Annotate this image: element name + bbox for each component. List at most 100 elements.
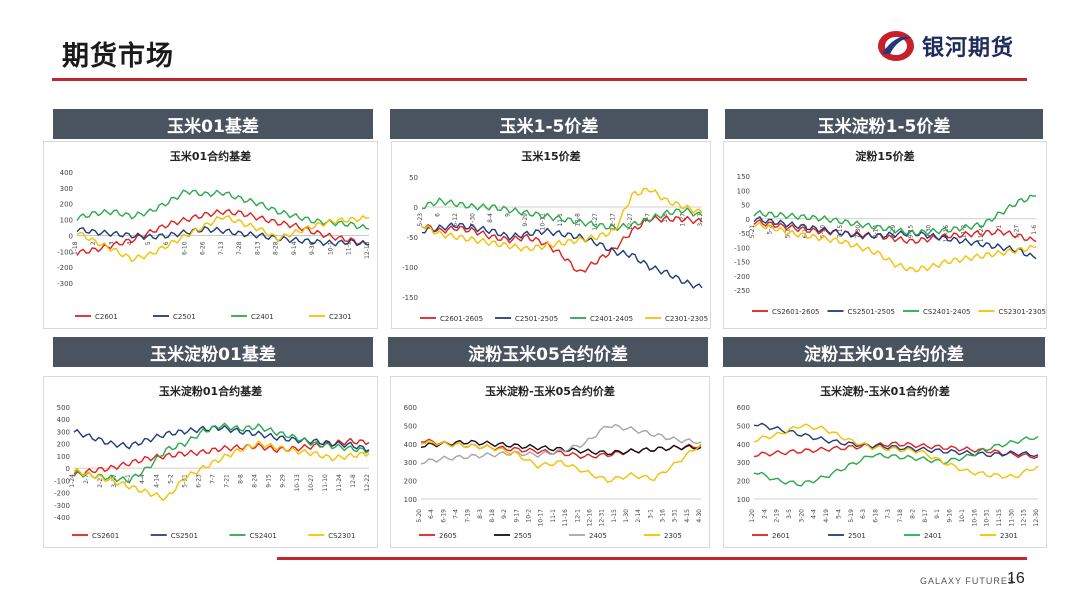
x-tick-label: 11-1 xyxy=(346,241,353,255)
x-tick-label: 7-15 xyxy=(837,225,844,239)
x-tick-label: 12-30 xyxy=(1033,509,1040,527)
legend-label: C2601 xyxy=(95,313,118,321)
x-tick-label: 7-18 xyxy=(897,509,904,523)
x-tick-label: 6 xyxy=(163,241,170,245)
x-tick-label: 9-16 xyxy=(947,509,954,523)
x-tick-label: 7-13 xyxy=(218,241,225,255)
y-tick-label: -100 xyxy=(734,244,750,252)
x-tick-label: 2-4 xyxy=(761,509,768,519)
x-tick-label: 12-31 xyxy=(599,509,606,527)
legend-label: 2401 xyxy=(924,532,942,540)
panel-header-corn-1-5-spread: 玉米1-5价差 xyxy=(390,109,708,139)
x-tick-label: 4-19 xyxy=(823,509,830,523)
x-tick-label: 12-13 xyxy=(364,241,371,259)
panel-header-starch-corn-01-spread: 淀粉玉米01合约价差 xyxy=(723,337,1045,367)
legend-label: CS2601 xyxy=(92,532,119,540)
y-tick-label: 600 xyxy=(404,404,417,412)
x-tick-label: 4 xyxy=(127,241,134,245)
legend-label: CS2601-2605 xyxy=(772,308,820,316)
x-tick-label: 11-8 xyxy=(575,213,582,227)
chart-title: 玉米淀粉-玉米01合约价差 xyxy=(820,384,950,398)
x-tick-label: 5-20 xyxy=(416,509,423,523)
x-tick-label: 9 xyxy=(505,213,512,217)
y-tick-label: 500 xyxy=(737,422,750,430)
x-tick-label: 9-29 xyxy=(522,213,529,227)
legend-label: 2405 xyxy=(589,532,607,540)
x-tick-label: 8-28 xyxy=(273,241,280,255)
x-tick-label: 12-17 xyxy=(610,213,617,231)
y-tick-label: 50 xyxy=(741,202,750,210)
y-tick-label: 300 xyxy=(404,459,417,467)
page-number: 16 xyxy=(1007,570,1025,587)
x-tick-label: 1-18 xyxy=(72,241,79,255)
x-tick-label: 11-1 xyxy=(550,509,557,523)
x-tick-label: 1-24 xyxy=(69,474,76,488)
x-tick-label: 10-1 xyxy=(959,509,966,523)
y-tick-label: 300 xyxy=(737,459,750,467)
x-tick-label: 3-20 xyxy=(798,509,805,523)
x-tick-label: 8-18 xyxy=(489,509,496,523)
x-tick-label: 3 xyxy=(109,241,116,245)
series-line-2605 xyxy=(420,438,702,459)
logo-text: 银河期货 xyxy=(922,36,1015,61)
x-tick-label: 10-11 xyxy=(540,213,547,231)
legend-label: CS2301 xyxy=(328,532,355,540)
series-line-2405 xyxy=(420,423,702,465)
legend-label: C2401 xyxy=(251,313,274,321)
panel-header-starch-01-basis: 玉米淀粉01基差 xyxy=(53,337,373,367)
chart-title: 玉米01合约基差 xyxy=(170,149,251,163)
legend-label: CS2401-2405 xyxy=(923,308,971,316)
x-tick-label: 5-2 xyxy=(167,474,174,484)
x-tick-label: 11-27 xyxy=(592,213,599,231)
y-tick-label: -100 xyxy=(57,248,73,256)
x-tick-label: 1-7 xyxy=(645,213,652,223)
company-logo: 银河期货 xyxy=(876,27,1014,65)
x-tick-label: 11-24 xyxy=(978,225,985,243)
y-tick-label: 400 xyxy=(60,169,73,177)
legend-label: C2301-2305 xyxy=(665,315,708,323)
x-tick-label: 12-27 xyxy=(627,213,634,231)
x-tick-label: 6-12 xyxy=(452,213,459,227)
x-tick-label: 2 xyxy=(90,241,97,245)
y-tick-label: 0 xyxy=(414,204,418,212)
legend-label: CS2501-2505 xyxy=(848,308,896,316)
x-tick-label: 12-15 xyxy=(1021,509,1028,527)
series-line-CS2401 xyxy=(73,422,370,484)
x-tick-label: 2-7 xyxy=(83,474,90,484)
y-tick-label: -200 xyxy=(734,273,750,281)
title-divider xyxy=(52,78,1027,81)
series-line-C2401 xyxy=(76,189,370,230)
panel-header-corn-01-basis: 玉米01基差 xyxy=(53,109,373,139)
y-tick-label: -300 xyxy=(57,280,73,288)
x-tick-label: 7-4 xyxy=(453,509,460,519)
legend-label: C2301 xyxy=(329,313,352,321)
x-tick-label: 11-24 xyxy=(336,474,343,492)
y-tick-label: -250 xyxy=(734,287,750,295)
x-tick-label: 8-2 xyxy=(910,509,917,519)
x-tick-label: 6-4 xyxy=(428,509,435,519)
y-tick-label: 400 xyxy=(737,441,750,449)
y-tick-label: 500 xyxy=(57,404,70,412)
y-tick-label: 200 xyxy=(60,201,73,209)
chart-title: 玉米淀粉01合约基差 xyxy=(159,384,262,398)
x-tick-label: 6-26 xyxy=(200,241,207,255)
series-line-CS2501 xyxy=(73,425,370,452)
y-tick-label: 100 xyxy=(737,187,750,195)
series-line-CS2601-2605 xyxy=(753,219,1037,244)
x-tick-label: 9-2 xyxy=(501,509,508,519)
x-tick-label: 6-10 xyxy=(802,225,809,239)
x-tick-label: 10-16 xyxy=(971,509,978,527)
y-tick-label: -200 xyxy=(57,264,73,272)
x-tick-label: 12-16 xyxy=(586,509,593,527)
legend-label: C2501 xyxy=(173,313,196,321)
y-tick-label: 100 xyxy=(60,217,73,225)
chart-corn-15-spread: 玉米15价差 50 0 -50 -100 -150 5-23 6 6-12 7-30 8-4 9 9-2… xyxy=(391,141,711,329)
x-tick-label: 8-8 xyxy=(238,474,245,484)
chart-starch-15-spread: 淀粉15价差 150 100 50 0 -50 -100 -150 -200 -250 5-21 5-… xyxy=(723,141,1047,329)
x-tick-label: 4-4 xyxy=(811,509,818,519)
x-tick-label: 8-14 xyxy=(872,225,879,239)
y-tick-label: -100 xyxy=(402,264,418,272)
x-tick-label: 2-27 xyxy=(97,474,104,488)
x-tick-label: 1-20 xyxy=(749,509,756,523)
series-line-C2601-2605 xyxy=(421,215,703,273)
